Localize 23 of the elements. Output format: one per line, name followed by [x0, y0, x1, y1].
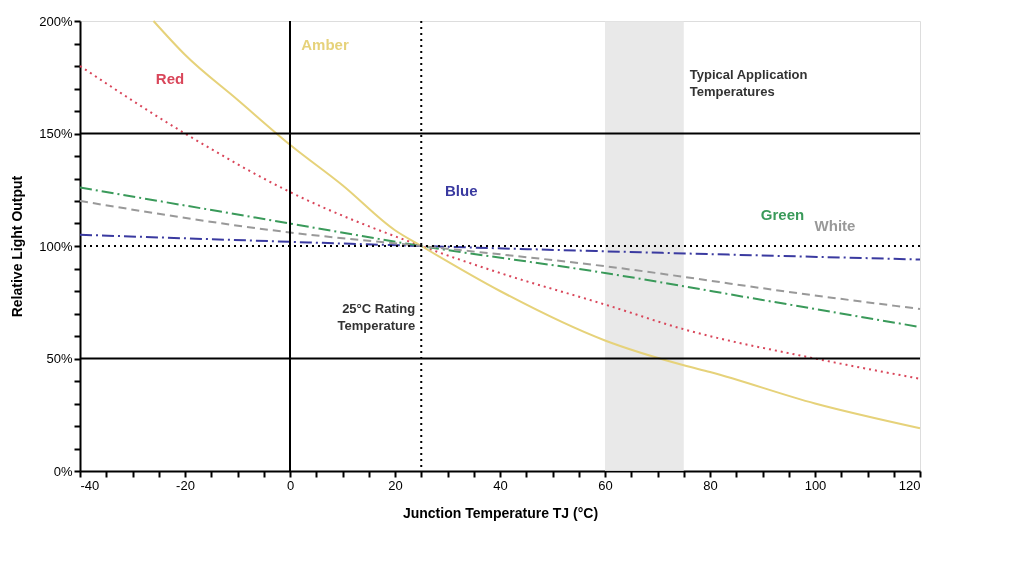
x-tick-label: -40	[80, 477, 100, 493]
text: Green	[760, 206, 805, 223]
text: Amber	[301, 35, 349, 53]
y-tick-label: 150%	[39, 126, 73, 141]
y-tick-label: 50%	[46, 351, 73, 366]
x-tick-label: 0	[286, 477, 295, 493]
text: Blue	[444, 182, 478, 199]
x-tick-label: 40	[493, 477, 508, 493]
x-tick-label: 80	[703, 477, 718, 493]
y-axis-title: Relative Light Output	[9, 175, 26, 318]
ref-line-label: 25°C Rating Temperature	[337, 301, 416, 333]
band-label: Typical Application Temperatures	[689, 67, 808, 99]
y-tick-label: 200%	[39, 13, 73, 29]
y-tick-label: 100%	[39, 238, 73, 254]
y-tick-label: 0%	[53, 463, 73, 479]
x-tick-label: 120	[898, 477, 921, 493]
x-tick-label: 20	[388, 477, 403, 493]
x-tick-label: 60	[598, 477, 613, 493]
x-axis-title: Junction Temperature TJ (°C)	[402, 504, 599, 521]
series-label: Red	[155, 69, 185, 87]
x-tick-label: 100	[804, 477, 827, 493]
x-tick-label: -20	[176, 477, 195, 493]
text: White	[814, 216, 856, 234]
